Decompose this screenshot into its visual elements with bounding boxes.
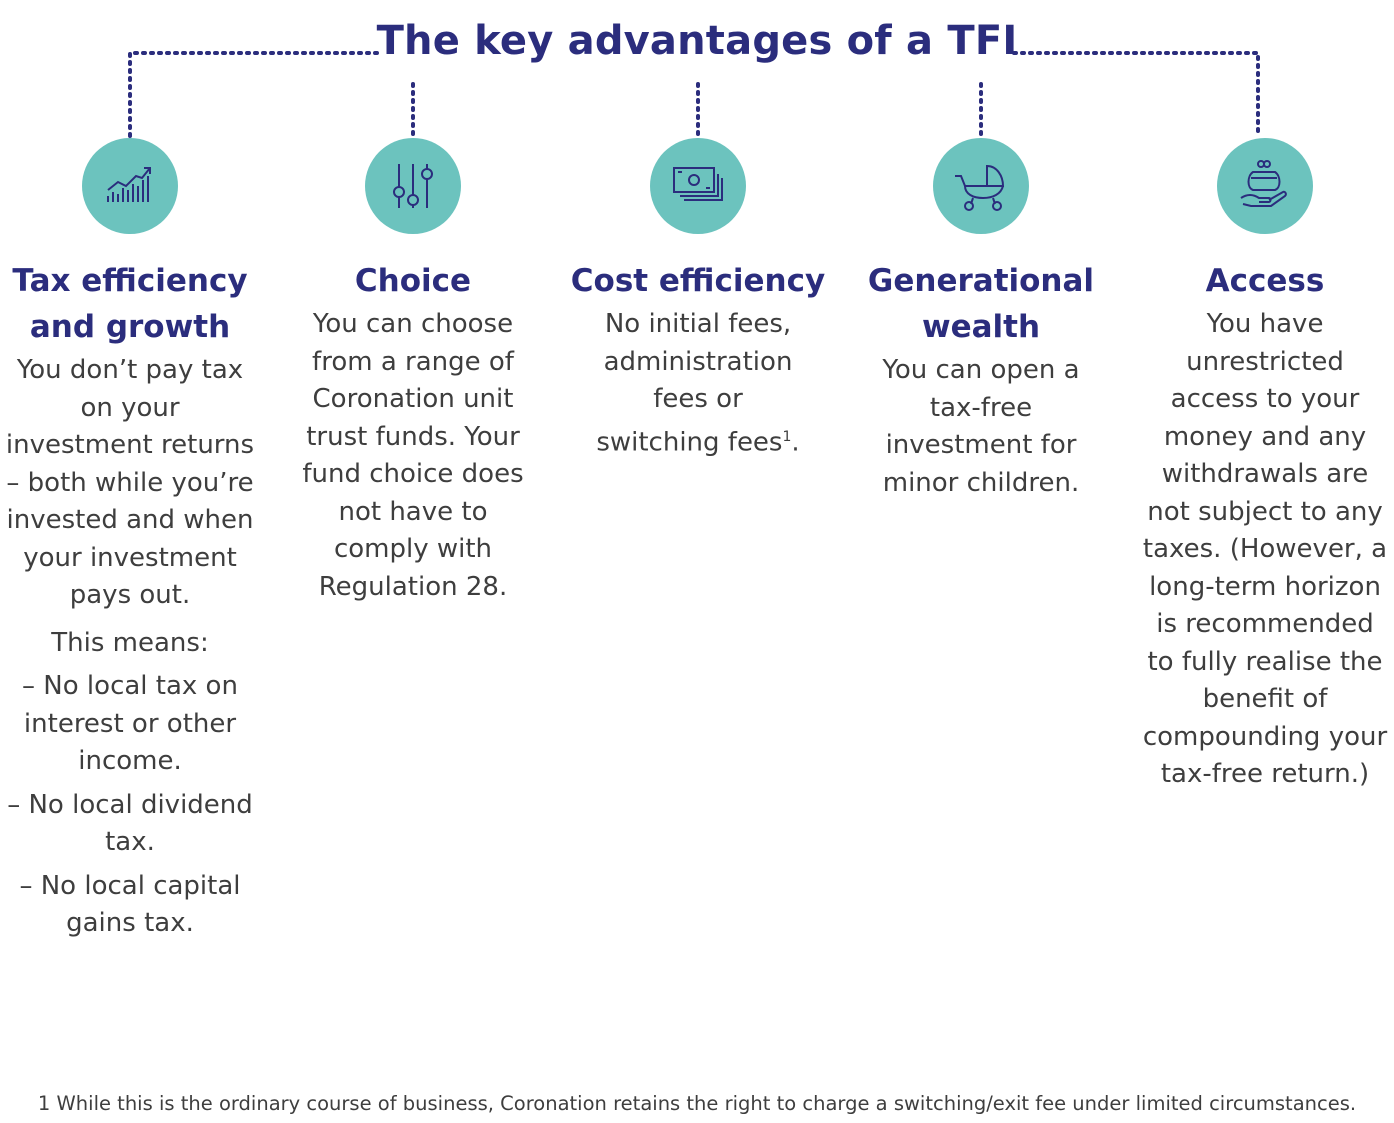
connector-left [128, 51, 380, 138]
bullet-item: – No local capital gains tax. [19, 870, 241, 939]
column-heading: Tax efficiency and growth [12, 263, 248, 345]
column-text-main: No initial fees, administration fees or … [596, 309, 793, 458]
column-tax-efficiency: Tax efficiency and growth You don’t pay … [5, 138, 255, 943]
column-text: No initial fees, administration fees or … [563, 306, 833, 462]
icon-circle [933, 138, 1029, 234]
period: . [791, 427, 800, 458]
column-text: You don’t pay tax on your investment ret… [5, 355, 255, 610]
column-text: You can open a tax-free investment for m… [882, 355, 1080, 498]
column-generational-wealth: Generational wealth You can open a tax-f… [862, 138, 1100, 502]
column-heading: Generational wealth [867, 263, 1095, 345]
icon-circle [650, 138, 746, 234]
dotted-connectors [128, 51, 1260, 138]
icon-circle [82, 138, 178, 234]
footnote-marker: 1 [782, 428, 792, 445]
growth-chart-icon [107, 167, 151, 202]
column-heading: Choice [354, 263, 472, 299]
column-text: You have unrestricted access to your mon… [1142, 309, 1388, 789]
bullet-item: – No local tax on interest or other inco… [22, 671, 238, 776]
connector-right [1012, 51, 1260, 138]
column-text: This means: [51, 627, 209, 658]
column-heading: Cost efficiency [570, 263, 826, 299]
sliders-icon [393, 164, 433, 208]
pram-icon [955, 164, 1005, 211]
column-access: Access You have unrestricted access to y… [1140, 138, 1390, 794]
icon-circle [1217, 138, 1313, 234]
column-cost-efficiency: Cost efficiency No initial fees, adminis… [563, 138, 833, 462]
footnote: 1 While this is the ordinary course of b… [37, 1092, 1357, 1115]
page-title: The key advantages of a TFI [376, 18, 1018, 64]
column-heading: Access [1205, 263, 1325, 299]
column-choice: Choice You can choose from a range of Co… [298, 138, 528, 606]
icon-circle [365, 138, 461, 234]
bullet-item: – No local dividend tax. [7, 789, 253, 858]
column-text: You can choose from a range of Coronatio… [302, 309, 524, 602]
banknotes-icon [673, 167, 723, 201]
purse-in-hand-icon [1240, 160, 1287, 207]
